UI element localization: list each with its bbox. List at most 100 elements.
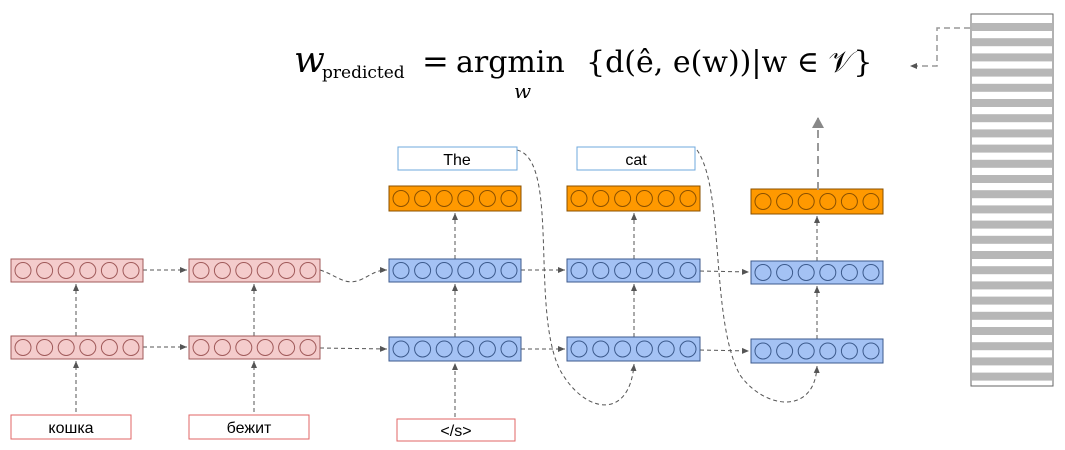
neuron: [256, 262, 274, 279]
vocab-row: [972, 372, 1052, 381]
neuron: [478, 340, 496, 358]
vocab-row: [972, 251, 1052, 259]
neuron: [592, 340, 610, 358]
vocab-row: [972, 159, 1052, 168]
neuron: [392, 262, 410, 279]
neuron: [776, 264, 794, 281]
neuron: [256, 339, 274, 356]
neuron: [235, 262, 253, 279]
neuron: [457, 340, 475, 358]
neuron: [657, 190, 675, 207]
neuron: [754, 264, 772, 281]
neuron: [457, 190, 475, 207]
neuron: [122, 339, 140, 356]
arrow-feedback-the: [516, 149, 637, 406]
encoder-input-word-2: бежит: [188, 414, 310, 440]
neuron: [100, 339, 118, 356]
neuron: [570, 340, 588, 358]
output-layer-cell-2: [566, 185, 701, 212]
neuron: [635, 262, 653, 279]
vocab-row: [972, 311, 1052, 320]
neuron: [192, 339, 210, 356]
vocab-row: [972, 190, 1052, 199]
formula-lhs-sub: predicted: [322, 63, 405, 83]
neuron: [657, 340, 675, 358]
vocab-to-formula-arrow: [910, 27, 970, 69]
neuron: [57, 262, 75, 279]
neuron: [122, 262, 140, 279]
formula-argmin-sub: w: [514, 79, 531, 103]
neuron: [14, 339, 32, 356]
neuron: [776, 342, 794, 360]
vocab-row: [972, 53, 1052, 62]
encoder-input-word-2-label: бежит: [227, 420, 272, 437]
neuron: [592, 190, 610, 207]
neuron: [500, 262, 518, 279]
vocab-row: [972, 144, 1052, 153]
prediction-formula: w predicted = argmin w {d(ê, e(w))|w ∈ 𝒱…: [290, 30, 890, 110]
encoder-input-word-1-label: кошка: [48, 420, 93, 437]
neuron: [862, 342, 880, 360]
neuron: [679, 190, 697, 207]
neuron: [299, 339, 317, 356]
neuron: [592, 262, 610, 279]
decoder-layer2-cell-2: [566, 258, 701, 283]
vocab-row: [972, 129, 1052, 138]
formula-lhs-var: w: [294, 40, 325, 81]
vocab-row: [972, 83, 1052, 92]
decoder-layer1-cell-3: [750, 338, 884, 364]
neuron: [79, 339, 97, 356]
neuron: [754, 193, 772, 210]
decoder-start-token-label: </s>: [440, 423, 471, 440]
decoder-output-word-1: The: [397, 146, 518, 171]
decoder-start-token: </s>: [396, 418, 516, 442]
neuron: [57, 339, 75, 356]
neuron: [79, 262, 97, 279]
neuron: [570, 190, 588, 207]
neuron: [862, 264, 880, 281]
formula-argmin: argmin: [456, 45, 565, 80]
neuron: [278, 339, 296, 356]
neuron: [657, 262, 675, 279]
neuron: [299, 262, 317, 279]
encoder-layer2-cell-1: [10, 258, 144, 283]
neuron: [862, 193, 880, 210]
neuron: [14, 262, 32, 279]
decoder-output-word-1-label: The: [443, 152, 471, 169]
rnn-layers: [10, 185, 884, 364]
encoder-layer1-cell-1: [10, 335, 144, 360]
neuron: [635, 340, 653, 358]
formula-body: {d(ê, e(w))|w ∈ 𝒱}: [586, 45, 873, 80]
decoder-output-word-2-label: cat: [625, 152, 647, 169]
decoder-layer1-cell-1: [388, 336, 522, 362]
neuron: [414, 190, 432, 207]
decoder-layer1-cell-2: [566, 336, 701, 362]
arrow-dec-l1-h2: [699, 347, 750, 354]
neuron: [435, 340, 453, 358]
vocab-row: [972, 220, 1052, 229]
encoder-layer2-cell-2: [188, 258, 321, 283]
neuron: [776, 193, 794, 210]
encoder-layer1-cell-2: [188, 335, 321, 360]
neuron: [192, 262, 210, 279]
vocab-row: [972, 266, 1052, 275]
neuron: [213, 262, 231, 279]
neuron: [478, 190, 496, 207]
neuron: [435, 190, 453, 207]
neuron: [100, 262, 118, 279]
neuron: [414, 340, 432, 358]
neuron: [392, 340, 410, 358]
neuron: [797, 342, 815, 360]
neuron: [570, 262, 588, 279]
vocab-row: [972, 296, 1052, 305]
vocab-row: [972, 357, 1052, 366]
decoder-output-word-2: cat: [576, 146, 696, 171]
encoder-input-word-1: кошка: [10, 414, 132, 440]
vocab-row: [972, 114, 1052, 123]
neuron: [754, 342, 772, 360]
neuron: [500, 340, 518, 358]
neuron: [414, 262, 432, 279]
neuron: [819, 264, 837, 281]
neuron: [278, 262, 296, 279]
